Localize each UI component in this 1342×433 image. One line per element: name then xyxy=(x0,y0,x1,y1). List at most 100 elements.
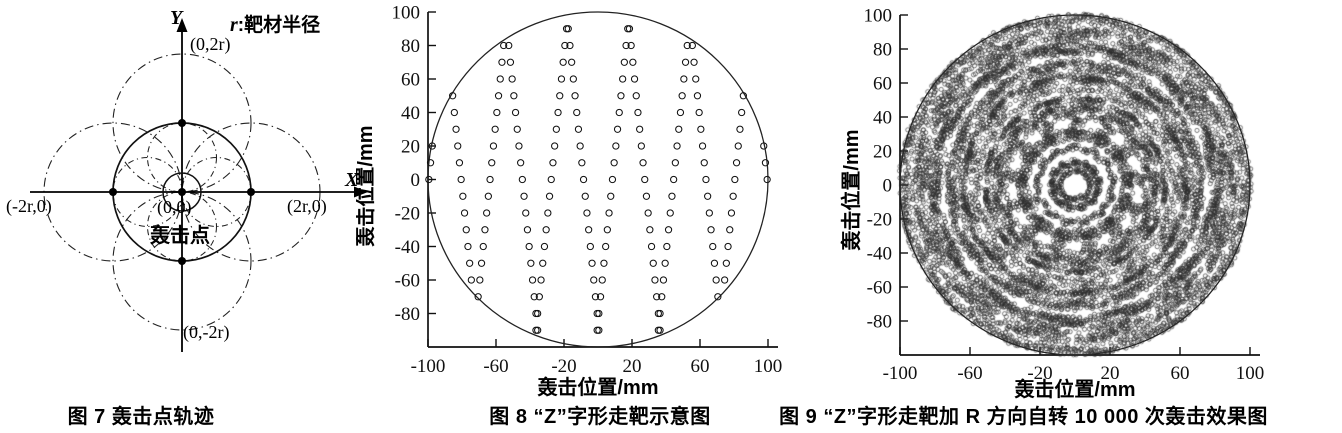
bombardment-point-marker xyxy=(583,209,591,217)
bombardment-point-marker xyxy=(612,142,620,150)
bombardment-point-marker xyxy=(581,192,589,200)
bombardment-point-marker xyxy=(491,125,499,133)
bombardment-point-marker xyxy=(625,25,634,33)
y-tick-label: 0 xyxy=(883,176,893,197)
x-tick-label: -60 xyxy=(483,356,508,377)
x-tick-label: 100 xyxy=(1236,363,1265,384)
bombardment-point-marker xyxy=(488,159,496,167)
bombardment-point-marker xyxy=(693,92,702,100)
radius-legend: r:靶材半径 xyxy=(230,10,320,37)
bombardment-point-marker xyxy=(585,226,593,234)
y-tick-label: -60 xyxy=(395,271,420,292)
bombardment-point-marker xyxy=(454,142,462,150)
origin-dot xyxy=(178,188,186,196)
y-tick-label: -80 xyxy=(867,312,892,333)
trajectory-circle-bottom xyxy=(112,191,252,331)
bombardment-point-marker xyxy=(530,293,538,301)
bombardment-point-marker xyxy=(508,75,516,83)
bombardment-point-marker xyxy=(630,75,639,83)
bombardment-point-marker xyxy=(644,209,652,217)
bombardment-point-marker xyxy=(450,108,458,117)
y-tick-label: 100 xyxy=(392,3,421,24)
y-tick-label: 20 xyxy=(873,142,892,163)
bombardment-point-marker xyxy=(726,226,734,234)
bombardment-point-marker xyxy=(615,108,623,117)
bombardment-point-marker xyxy=(494,92,503,100)
bombardment-point-marker xyxy=(637,142,645,150)
bombardment-point-marker xyxy=(608,175,617,184)
bombardment-point-marker xyxy=(557,75,566,83)
target-boundary-circle xyxy=(427,11,769,348)
bombardment-point-marker xyxy=(722,259,730,267)
bombardment-point-marker xyxy=(534,326,542,334)
half-trajectory-circle-top xyxy=(146,122,218,193)
bombardment-point-marker xyxy=(683,41,691,50)
bombardment-point-marker xyxy=(449,92,457,100)
half-trajectory-circle-bottom xyxy=(146,191,218,262)
bombardment-point-marker xyxy=(642,192,651,200)
bombardment-point-marker xyxy=(474,293,482,301)
bombardment-point-marker xyxy=(698,142,707,150)
right-dot xyxy=(247,188,255,196)
bombardment-point-marker xyxy=(712,276,720,284)
x-tick-label: -100 xyxy=(883,363,918,384)
bombardment-point-marker xyxy=(702,175,710,184)
x-tick-label: -100 xyxy=(411,356,446,377)
bombardment-point-marker xyxy=(710,259,719,267)
bombardment-point-marker xyxy=(595,326,603,334)
bombardment-point-marker xyxy=(455,159,464,167)
bombardment-point-marker xyxy=(527,259,535,267)
bombardment-spot-circle xyxy=(162,172,202,212)
bombardment-point-marker xyxy=(498,58,506,66)
bombardment-point-marker xyxy=(576,142,584,150)
bombardment-point-marker xyxy=(484,192,492,200)
radius-symbol: r xyxy=(230,14,238,36)
bombardment-point-marker xyxy=(552,125,560,133)
bombardment-point-marker xyxy=(535,293,543,301)
bombardment-point-marker xyxy=(622,41,630,50)
bombardment-point-marker xyxy=(607,192,615,200)
coord-label-right: (2r,0) xyxy=(287,196,327,216)
target-boundary-circle xyxy=(899,14,1251,356)
bombardment-point-marker xyxy=(705,209,713,217)
bombardment-point-marker xyxy=(561,41,569,50)
bombardment-point-marker xyxy=(506,58,515,66)
fig7-canvas xyxy=(30,18,368,352)
trajectory-circle-top xyxy=(112,53,252,193)
bombardment-point-marker xyxy=(556,92,564,100)
bombardment-point-marker xyxy=(731,175,739,184)
bombardment-point-marker xyxy=(539,259,547,267)
bombardment-point-marker xyxy=(549,159,557,167)
bombardment-point-marker xyxy=(600,259,608,267)
bombardment-point-marker xyxy=(486,175,494,184)
figure7-trajectory-diagram: Y X r:靶材半径 (0,2r) (0,-2r) (-2r,0) (2r,0)… xyxy=(0,0,400,398)
bombardment-point-marker xyxy=(700,159,708,167)
bombardment-point-marker xyxy=(537,276,545,284)
bombardment-point-marker xyxy=(459,192,467,200)
y-tick-label: 80 xyxy=(873,40,892,61)
bombardment-point-marker xyxy=(636,125,644,133)
y-axis-arrow-icon xyxy=(176,18,188,32)
bombardment-point-marker xyxy=(515,142,523,150)
bombardment-point-marker xyxy=(692,75,700,83)
bombardment-point-marker xyxy=(595,309,603,318)
x-tick-label: 60 xyxy=(1171,363,1190,384)
x-tick-label: 60 xyxy=(691,356,710,377)
bombardment-point-marker xyxy=(544,209,552,217)
bombardment-point-marker xyxy=(651,276,659,284)
bombardment-point-marker xyxy=(464,242,472,251)
bombardment-point-marker xyxy=(596,293,605,301)
y-tick-label: 40 xyxy=(401,103,420,124)
bombardment-point-marker xyxy=(666,209,674,217)
y-tick-label: 80 xyxy=(401,36,420,57)
bombardment-point-marker xyxy=(479,242,487,251)
bombardment-point-marker xyxy=(505,41,513,50)
bombardment-point-marker xyxy=(659,276,668,284)
bombardment-point-marker xyxy=(571,92,579,100)
bombardment-point-marker xyxy=(627,41,635,50)
bombardment-point-marker xyxy=(704,192,712,200)
bombardment-point-marker xyxy=(462,226,470,234)
radius-legend-text: :靶材半径 xyxy=(237,15,321,36)
